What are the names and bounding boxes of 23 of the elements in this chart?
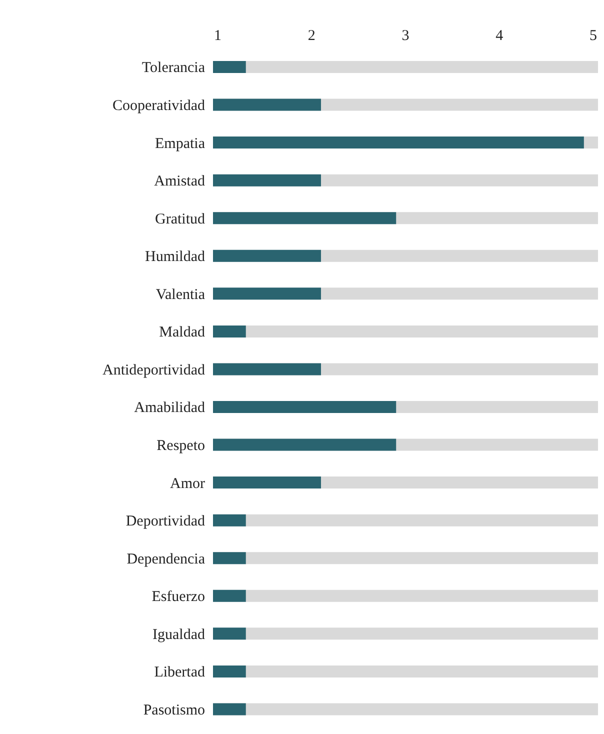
x-tick-label: 4 — [496, 28, 504, 44]
y-tick-label: Igualdad — [152, 626, 206, 643]
y-tick-label: Maldad — [159, 324, 206, 341]
x-tick-label: 1 — [214, 28, 222, 44]
y-tick-label: Respeto — [156, 438, 205, 454]
y-tick-label: Amor — [170, 476, 205, 492]
y-tick-label: Gratitud — [155, 211, 206, 228]
y-tick-label: Deportividad — [126, 514, 206, 530]
y-tick-label: Empatia — [155, 136, 206, 152]
y-tick-label: Libertad — [154, 664, 206, 681]
y-tick-label: Amabilidad — [134, 400, 206, 416]
y-tick-label: Cooperatividad — [112, 98, 206, 114]
y-tick-label: Esfuerzo — [152, 589, 205, 606]
x-tick-label: 2 — [308, 28, 316, 44]
y-tick-label: Dependencia — [126, 551, 206, 568]
x-tick-label: 3 — [402, 28, 410, 44]
y-tick-label: Valentia — [156, 286, 206, 303]
y-tick-label: Amistad — [154, 174, 206, 190]
y-tick-label: Humildad — [145, 249, 206, 266]
y-tick-label: Antideportividad — [102, 362, 206, 378]
y-tick-label: Pasotismo — [143, 702, 205, 718]
y-tick-label: Tolerancia — [142, 60, 206, 76]
x-tick-label: 5 — [590, 28, 598, 44]
